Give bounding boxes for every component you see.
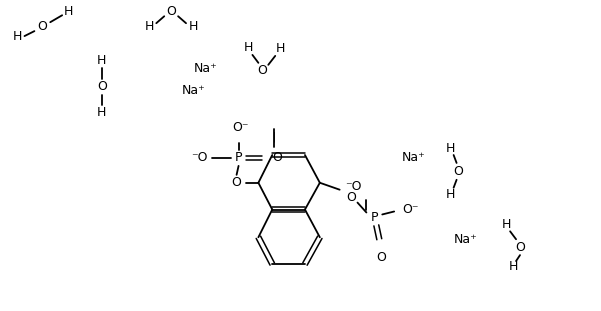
Text: ⁻O: ⁻O	[191, 151, 207, 165]
Text: Na⁺: Na⁺	[402, 151, 426, 165]
Text: O: O	[272, 151, 282, 165]
Text: H: H	[446, 188, 456, 201]
Text: H: H	[145, 20, 154, 33]
Text: H: H	[446, 142, 456, 155]
Text: H: H	[13, 30, 22, 43]
Text: O: O	[166, 5, 176, 18]
Text: H: H	[97, 106, 106, 119]
Text: P: P	[371, 211, 378, 224]
Text: H: H	[188, 20, 198, 33]
Text: O: O	[515, 241, 525, 254]
Text: H: H	[508, 261, 518, 273]
Text: H: H	[275, 43, 285, 55]
Text: O: O	[97, 80, 107, 93]
Text: H: H	[64, 5, 73, 18]
Text: O⁻: O⁻	[233, 121, 249, 134]
Text: O: O	[376, 251, 386, 264]
Text: |: |	[273, 132, 276, 142]
Text: O: O	[454, 165, 463, 178]
Text: O: O	[347, 191, 356, 204]
Text: O⁻: O⁻	[401, 203, 418, 216]
Text: H: H	[97, 54, 106, 67]
Text: O: O	[257, 64, 267, 77]
Text: O: O	[231, 176, 242, 189]
Text: P: P	[235, 151, 242, 165]
Text: ⁻O: ⁻O	[345, 180, 362, 193]
Text: Na⁺: Na⁺	[454, 233, 477, 246]
Text: Na⁺: Na⁺	[194, 62, 218, 75]
Text: H: H	[244, 41, 253, 54]
Text: Na⁺: Na⁺	[182, 84, 206, 97]
Text: O: O	[37, 20, 47, 33]
Text: H: H	[501, 218, 511, 231]
